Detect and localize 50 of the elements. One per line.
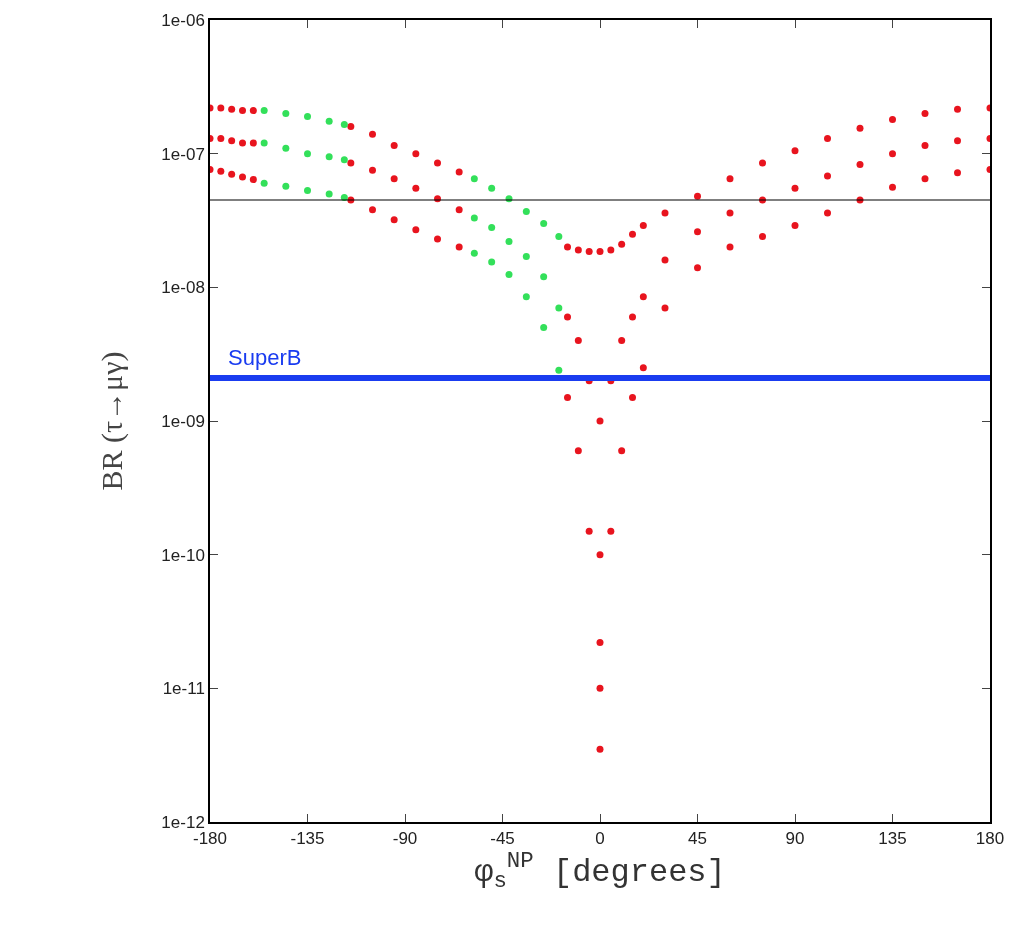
x-tick-label: 45 xyxy=(688,829,707,849)
point xyxy=(340,156,348,164)
x-tick-label: -45 xyxy=(490,829,515,849)
point xyxy=(540,273,548,281)
x-tick-label: 135 xyxy=(878,829,907,849)
point xyxy=(505,270,513,278)
point xyxy=(555,304,563,312)
point xyxy=(282,144,290,152)
point xyxy=(304,150,311,158)
y-tick-label: 1e-07 xyxy=(161,144,205,164)
point xyxy=(488,224,496,232)
point xyxy=(260,139,268,147)
y-tick-label: 1e-08 xyxy=(161,278,205,298)
point xyxy=(325,153,333,161)
point xyxy=(540,324,548,332)
ref-line-label: SuperB xyxy=(228,345,302,370)
point xyxy=(522,293,530,301)
x-axis-title: φ$_{s}$$^{NP}$ [degrees] xyxy=(474,848,726,895)
y-tick-label: 1e-12 xyxy=(161,812,205,832)
point xyxy=(325,117,333,125)
point xyxy=(522,207,530,215)
point xyxy=(340,121,348,129)
point xyxy=(325,190,333,198)
y-tick-label: 1e-11 xyxy=(162,679,205,699)
x-tick-label: -90 xyxy=(392,829,418,849)
point xyxy=(555,233,563,241)
point xyxy=(260,107,268,115)
point xyxy=(304,187,311,195)
x-tick-label: 90 xyxy=(785,829,805,849)
point xyxy=(540,220,548,228)
point xyxy=(282,109,290,117)
point xyxy=(488,258,496,266)
point xyxy=(260,179,268,187)
y-tick-label: 1e-09 xyxy=(161,411,205,431)
point xyxy=(488,184,496,192)
point xyxy=(522,253,530,261)
point xyxy=(470,249,478,257)
point xyxy=(304,112,311,120)
y-axis-title: BR (τ→μγ) xyxy=(94,351,129,491)
y-tick-label: 1e-10 xyxy=(161,545,205,565)
x-tick-label: 0 xyxy=(595,829,605,849)
point xyxy=(282,182,290,190)
point xyxy=(470,175,478,183)
point xyxy=(505,238,513,246)
y-tick-label: 1e-06 xyxy=(161,10,205,30)
point xyxy=(470,214,478,222)
x-tick-label: -135 xyxy=(290,829,325,849)
x-tick-label: 180 xyxy=(975,829,1005,849)
point xyxy=(555,366,563,374)
x-tick-label: -180 xyxy=(192,829,228,849)
